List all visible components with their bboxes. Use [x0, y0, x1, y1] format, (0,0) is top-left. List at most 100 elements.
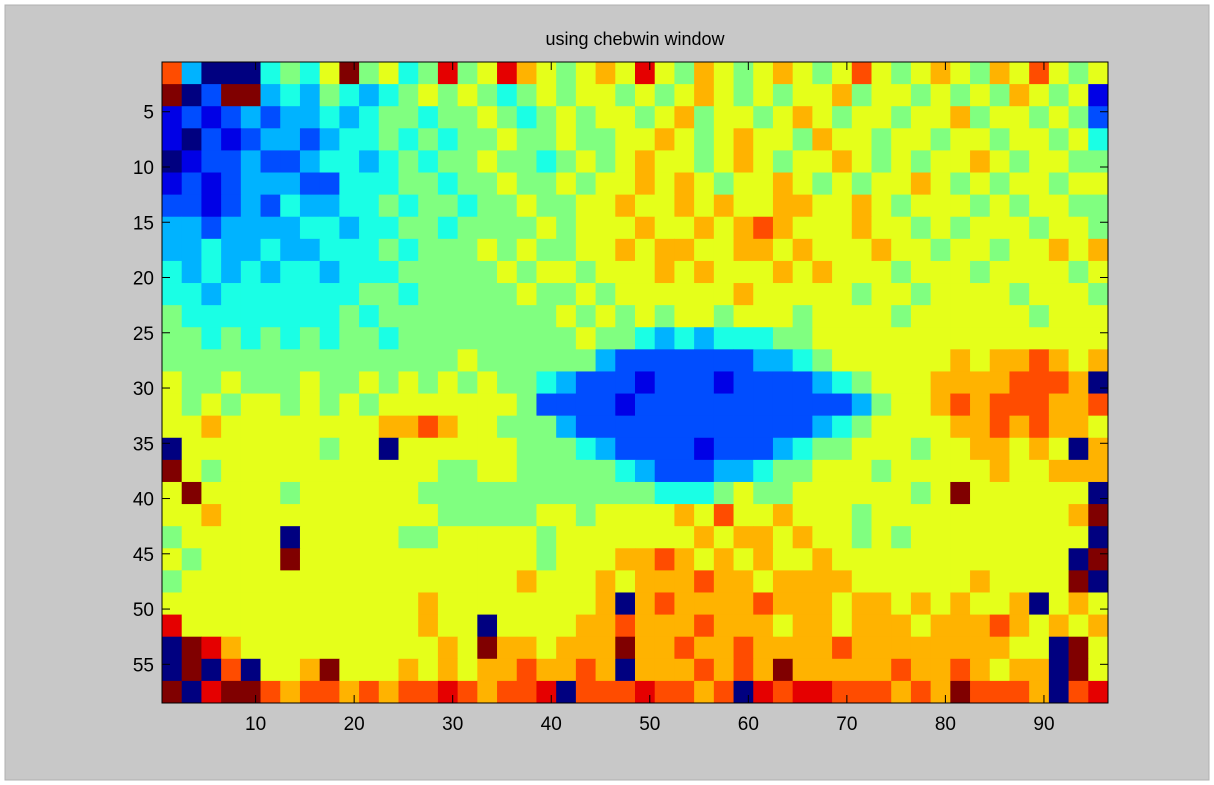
- heatmap-cell: [497, 128, 518, 151]
- heatmap-cell: [339, 526, 360, 549]
- heatmap-cell: [1009, 481, 1030, 505]
- heatmap-cell: [477, 194, 498, 218]
- heatmap-cell: [910, 570, 932, 593]
- heatmap-cell: [832, 548, 853, 571]
- heatmap-cell: [1068, 62, 1089, 85]
- heatmap-cell: [497, 371, 518, 394]
- heatmap-cell: [477, 658, 498, 682]
- heatmap-cell: [536, 415, 557, 439]
- heatmap-cell: [851, 481, 872, 505]
- heatmap-cell: [437, 437, 459, 461]
- heatmap-cell: [694, 283, 715, 306]
- heatmap-cell: [477, 128, 498, 151]
- heatmap-cell: [280, 504, 301, 527]
- heatmap-cell: [280, 526, 301, 549]
- heatmap-cell: [595, 128, 616, 151]
- heatmap-cell: [930, 260, 951, 284]
- heatmap-cell: [989, 437, 1010, 461]
- heatmap-cell: [437, 62, 459, 85]
- heatmap-cell: [299, 614, 321, 638]
- heatmap-cell: [359, 481, 380, 505]
- heatmap-cell: [772, 84, 794, 107]
- heatmap-cell: [497, 393, 518, 417]
- heatmap-cell: [437, 614, 459, 638]
- heatmap-cell: [950, 680, 971, 704]
- heatmap-cell: [418, 194, 439, 218]
- heatmap-cell: [497, 194, 518, 218]
- heatmap-cell: [201, 128, 222, 151]
- heatmap-cell: [989, 636, 1010, 660]
- heatmap-cell: [713, 393, 734, 417]
- heatmap-cell: [674, 238, 695, 262]
- heatmap-cell: [871, 283, 892, 306]
- heatmap-cell: [812, 62, 833, 85]
- heatmap-cell: [201, 260, 222, 284]
- heatmap-cell: [930, 172, 951, 196]
- heatmap-cell: [871, 415, 892, 439]
- heatmap-cell: [930, 238, 951, 262]
- heatmap-cell: [1009, 504, 1030, 527]
- heatmap-cell: [575, 371, 596, 394]
- heatmap-cell: [516, 106, 537, 129]
- heatmap-cell: [1029, 106, 1050, 129]
- heatmap-cell: [654, 172, 675, 196]
- heatmap-cell: [950, 393, 971, 417]
- heatmap-cell: [733, 238, 754, 262]
- heatmap-cell: [871, 238, 892, 262]
- heatmap-cell: [280, 283, 301, 306]
- heatmap-cell: [792, 526, 813, 549]
- heatmap-cell: [359, 216, 380, 240]
- heatmap-cell: [378, 504, 399, 527]
- heatmap-cell: [1048, 238, 1069, 262]
- heatmap-cell: [477, 437, 498, 461]
- heatmap-cell: [970, 238, 991, 262]
- heatmap-cell: [240, 194, 261, 218]
- heatmap-cell: [595, 283, 616, 306]
- heatmap-cell: [516, 150, 537, 173]
- heatmap-cell: [536, 459, 557, 483]
- heatmap-cell: [497, 238, 518, 262]
- heatmap-cell: [1048, 415, 1069, 439]
- heatmap-cell: [1068, 415, 1089, 439]
- heatmap-cell: [1048, 592, 1069, 615]
- heatmap-cell: [240, 592, 261, 615]
- heatmap-cell: [437, 680, 459, 704]
- heatmap-cell: [240, 283, 261, 306]
- heatmap-cell: [516, 658, 537, 682]
- heatmap-cell: [299, 481, 321, 505]
- heatmap-cell: [989, 570, 1010, 593]
- heatmap-cell: [989, 128, 1010, 151]
- heatmap-cell: [556, 526, 577, 549]
- heatmap-cell: [950, 172, 971, 196]
- heatmap-cell: [891, 592, 912, 615]
- heatmap-cell: [654, 459, 675, 483]
- heatmap-cell: [989, 305, 1010, 328]
- heatmap-cell: [437, 172, 459, 196]
- heatmap-cell: [635, 658, 656, 682]
- heatmap-cell: [260, 437, 281, 461]
- heatmap-cell: [280, 260, 301, 284]
- heatmap-cell: [299, 128, 321, 151]
- heatmap-cell: [615, 150, 636, 173]
- heatmap-cell: [575, 128, 596, 151]
- heatmap-cell: [1068, 128, 1089, 151]
- heatmap-cell: [1029, 504, 1050, 527]
- heatmap-cell: [871, 327, 892, 350]
- heatmap-cell: [792, 680, 813, 704]
- heatmap-cell: [398, 459, 419, 483]
- heatmap-cell: [378, 415, 399, 439]
- heatmap-cell: [162, 128, 183, 151]
- heatmap-cell: [1009, 526, 1030, 549]
- heatmap-cell: [832, 238, 853, 262]
- heatmap-cell: [1009, 238, 1030, 262]
- heatmap-cell: [280, 437, 301, 461]
- heatmap-cell: [910, 150, 932, 173]
- heatmap-cell: [713, 327, 734, 350]
- heatmap-cell: [201, 680, 222, 704]
- heatmap-cell: [1029, 260, 1050, 284]
- heatmap-cell: [812, 150, 833, 173]
- heatmap-cell: [418, 216, 439, 240]
- heatmap-cell: [1088, 172, 1109, 196]
- heatmap-cell: [733, 415, 754, 439]
